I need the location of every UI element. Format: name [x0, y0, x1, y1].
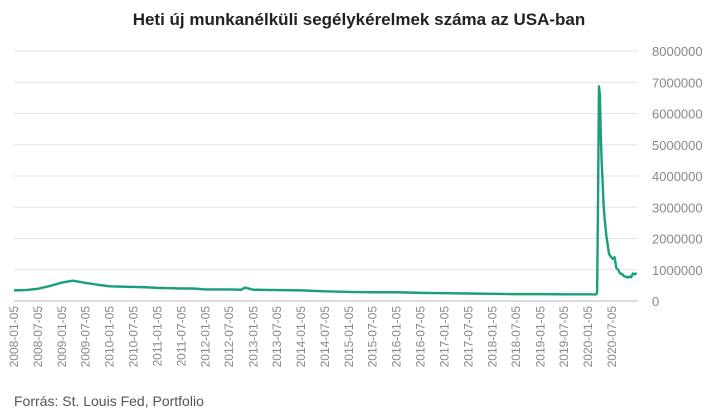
x-tick-label: 2008-01-05	[7, 306, 21, 368]
x-tick-label: 2017-01-05	[438, 306, 452, 368]
x-tick-label: 2018-01-05	[486, 306, 500, 368]
x-tick-label: 2010-01-05	[103, 306, 117, 368]
y-tick-label: 5000000	[652, 138, 703, 153]
x-tick-label: 2008-07-05	[31, 306, 45, 368]
series-line	[13, 85, 638, 296]
x-tick-label: 2018-07-05	[509, 306, 523, 368]
y-tick-label: 3000000	[652, 200, 703, 215]
x-tick-label: 2014-07-05	[318, 306, 332, 368]
x-tick-label: 2013-07-05	[270, 306, 284, 368]
x-tick-label: 2017-07-05	[461, 306, 475, 368]
x-tick-label: 2012-01-05	[198, 306, 212, 368]
x-tick-label: 2020-01-05	[581, 306, 595, 368]
y-tick-label: 0	[652, 294, 659, 309]
x-tick-label: 2015-07-05	[366, 306, 380, 368]
series-line-group	[13, 85, 638, 296]
gridlines	[14, 50, 638, 302]
x-tick-label: 2016-01-05	[390, 306, 404, 368]
x-tick-label: 2013-01-05	[246, 306, 260, 368]
y-tick-label: 2000000	[652, 232, 703, 247]
x-tick-label: 2010-07-05	[127, 306, 141, 368]
x-tick-label: 2020-07-05	[605, 306, 619, 368]
x-tick-label: 2011-07-05	[174, 306, 188, 367]
x-tick-label: 2012-07-05	[222, 306, 236, 368]
x-tick-label: 2011-01-05	[151, 306, 165, 367]
x-tick-label: 2015-01-05	[342, 306, 356, 368]
y-tick-label: 7000000	[652, 75, 703, 90]
y-axis-tick-labels: 0 1000000 2000000 3000000 4000000 5000000 6000…	[652, 44, 703, 309]
x-tick-label: 2019-01-05	[533, 306, 547, 368]
x-tick-label: 2016-07-05	[414, 306, 428, 368]
y-tick-label: 1000000	[652, 263, 703, 278]
chart-title: Heti új munkanélküli segélykérelmek szám…	[132, 10, 586, 29]
x-tick-label: 2014-01-05	[294, 306, 308, 368]
x-tick-label: 2019-07-05	[557, 306, 571, 368]
y-tick-label: 8000000	[652, 44, 703, 59]
y-tick-label: 6000000	[652, 107, 703, 122]
x-tick-label: 2009-07-05	[79, 306, 93, 368]
source-note: Forrás: St. Louis Fed, Portfolio	[14, 393, 204, 409]
x-axis-tick-labels: 2008-01-05 2008-07-05 2009-01-05 2009-07-05…	[7, 306, 619, 368]
x-tick-label: 2009-01-05	[55, 306, 69, 368]
y-tick-label: 4000000	[652, 169, 703, 184]
